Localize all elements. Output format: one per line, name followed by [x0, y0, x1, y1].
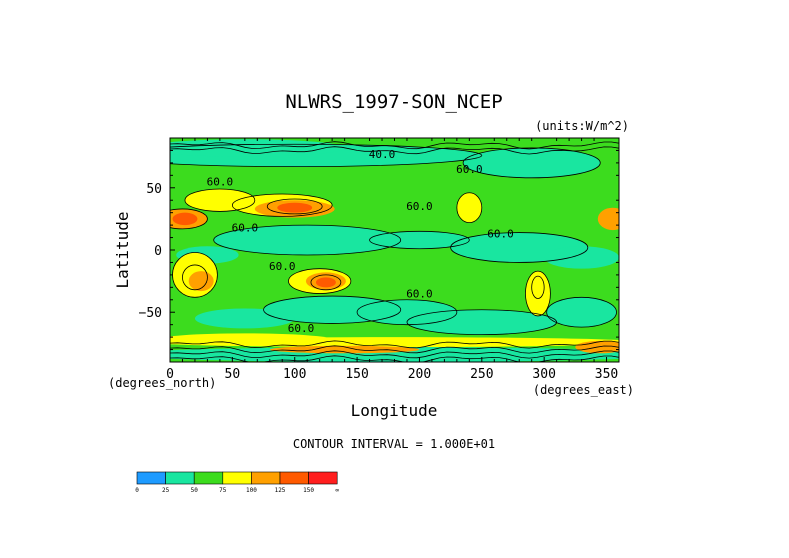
contour-line [213, 224, 402, 256]
colorbar-label: 75 [219, 487, 227, 494]
colorbar-label: 100 [246, 487, 257, 494]
field-region [525, 271, 551, 316]
x-tick-label: 250 [470, 367, 493, 382]
y-tick-label: −50 [139, 306, 162, 321]
units-label: (units:W/m^2) [535, 119, 629, 133]
contour-label: 60.0 [232, 221, 259, 234]
field-region [546, 297, 617, 328]
field-region [597, 207, 619, 231]
contour-line [170, 143, 483, 168]
contour-line [546, 296, 617, 328]
contour-line [170, 208, 208, 230]
colorbar-swatch [251, 471, 281, 485]
contour-label: 60.0 [406, 287, 433, 300]
contour-line [456, 192, 483, 224]
contour-label: 60.0 [456, 163, 483, 176]
colorbar-label: 150 [303, 487, 314, 494]
contour-line [170, 345, 619, 354]
field-region [406, 309, 557, 335]
colorbar-label: ∞ [335, 487, 339, 494]
contour-line [184, 188, 256, 212]
colorbar-label: 125 [275, 487, 286, 494]
contour-line [525, 270, 551, 317]
contour-line [356, 299, 458, 326]
y-unit-note: (degrees_north) [108, 376, 216, 390]
field-region [277, 202, 313, 213]
colorbar: 0 25 50 75 100 125 150 ∞ [135, 471, 339, 494]
contour-line [263, 295, 402, 324]
contour-line [170, 141, 619, 150]
colorbar-swatch [308, 471, 338, 485]
colorbar-swatch [165, 471, 195, 485]
contour-line [231, 193, 333, 217]
contour-line [170, 350, 619, 359]
contour-line [266, 198, 323, 215]
colorbar-swatch [193, 471, 224, 485]
colorbar-label: 0 [135, 487, 139, 494]
contour-line [406, 309, 558, 336]
colorbar-label: 50 [191, 487, 199, 494]
y-tick-label: 0 [154, 244, 162, 259]
y-axis-label: Latitude [113, 211, 132, 288]
field-region [269, 345, 420, 354]
plot-area [170, 138, 619, 362]
contour-line [182, 264, 208, 291]
field-region [315, 277, 336, 288]
field-region [170, 139, 345, 157]
x-tick-label: 300 [532, 367, 555, 382]
field-region [213, 225, 401, 255]
field-region [170, 333, 333, 346]
contour-line [369, 230, 470, 250]
colorbar-swatch [222, 471, 252, 485]
contour-label: 60.0 [269, 260, 296, 273]
x-tick-label: 200 [408, 367, 431, 382]
colorbar-label: 25 [162, 487, 170, 494]
contour-line [170, 340, 619, 349]
x-tick-label: 100 [283, 367, 306, 382]
x-tick-label: 0 [166, 367, 174, 382]
field-region [369, 231, 470, 249]
contour-line [170, 146, 619, 155]
x-tick-label: 350 [595, 367, 618, 382]
contour-label: 40.0 [369, 148, 396, 161]
x-unit-note: (degrees_east) [533, 383, 634, 397]
colorbar-swatch [136, 471, 166, 485]
field-region [544, 246, 619, 269]
contour-line [531, 275, 545, 299]
contour-line [288, 268, 352, 294]
contour-label: 60.0 [406, 200, 433, 213]
colorbar-swatch [279, 471, 309, 485]
contour-label: 60.0 [207, 175, 234, 188]
chart-title: NLWRS_1997-SON_NCEP [285, 91, 502, 113]
x-tick-label: 50 [225, 367, 241, 382]
contour-label: 60.0 [487, 228, 514, 241]
contour-line [310, 274, 342, 291]
field-region [172, 212, 198, 226]
y-tick-label: 50 [146, 182, 162, 197]
contour-line [450, 232, 589, 263]
field-region [194, 308, 295, 329]
x-axis-label: Longitude [351, 401, 438, 420]
contour-label: 60.0 [288, 322, 315, 335]
field-region [456, 192, 482, 223]
x-tick-label: 150 [345, 367, 368, 382]
field-region [463, 147, 601, 178]
contour-line [462, 147, 601, 179]
contour-interval-text: CONTOUR INTERVAL = 1.000E+01 [293, 437, 495, 451]
